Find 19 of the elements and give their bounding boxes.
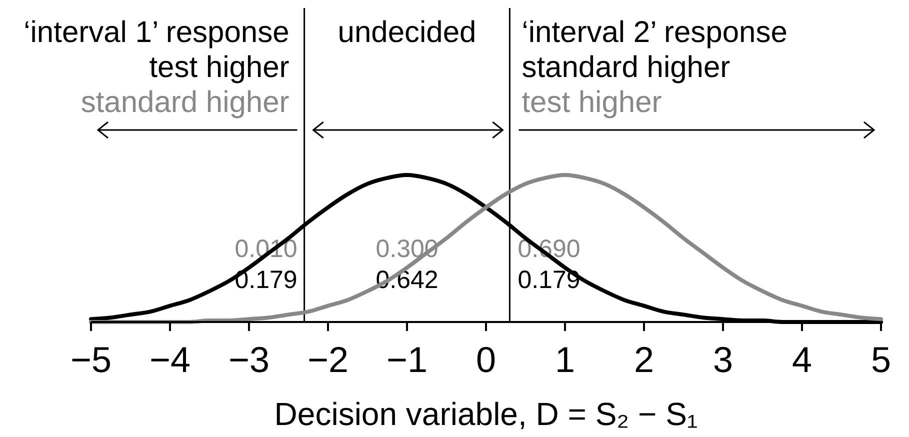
x-axis-title: Decision variable, D = S₂ − S₁ — [274, 396, 698, 432]
x-tick-label: −2 — [307, 339, 349, 380]
x-tick-label: 5 — [870, 339, 892, 380]
x-tick-label: −3 — [228, 339, 270, 380]
x-tick-label: −4 — [149, 339, 191, 380]
text: test higher — [522, 86, 662, 119]
x-tick-label: 2 — [634, 339, 654, 380]
x-tick-label: 3 — [712, 339, 734, 380]
x-tick-label: −5 — [70, 339, 112, 380]
text: standard higher — [80, 86, 290, 119]
x-tick-label: −1 — [386, 339, 428, 380]
x-tick-label: 0 — [476, 339, 496, 380]
text: ‘interval 2’ response — [522, 16, 788, 49]
x-tick-label: 4 — [792, 339, 812, 380]
text: test higher — [149, 51, 290, 84]
text: undecided — [338, 16, 476, 49]
x-tick-label: 1 — [554, 339, 576, 380]
text: standard higher — [522, 51, 730, 84]
text: ‘interval 1’ response — [24, 16, 290, 49]
